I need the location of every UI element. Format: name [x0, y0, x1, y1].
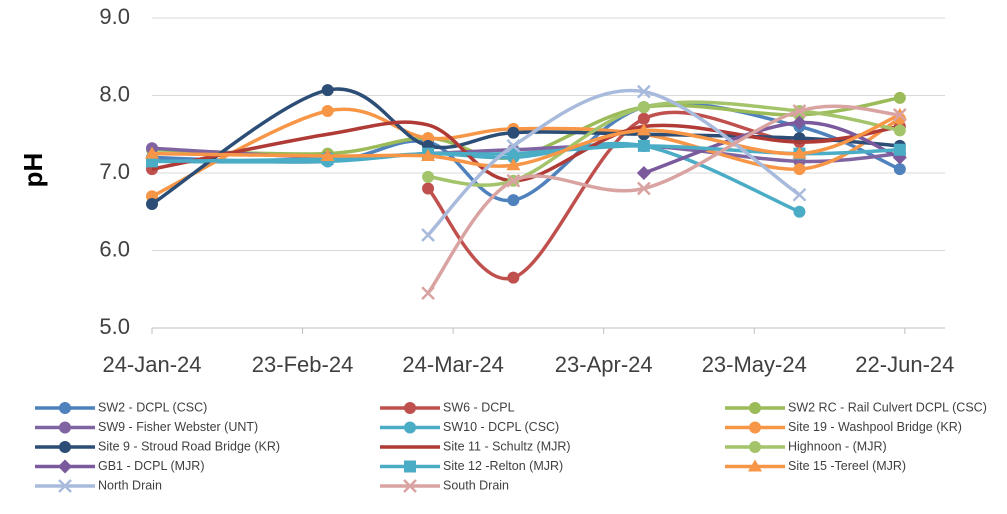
legend-marker — [404, 402, 416, 414]
legend-label: SW9 - Fisher Webster (UNT) — [98, 420, 258, 434]
y-tick-label: 5.0 — [99, 314, 130, 339]
marker — [422, 182, 435, 195]
y-tick-label: 8.0 — [99, 81, 130, 106]
marker — [636, 181, 651, 196]
legend-marker — [748, 459, 762, 472]
marker — [893, 143, 906, 156]
series — [421, 104, 907, 301]
legend-label: South Drain — [443, 478, 509, 492]
marker — [421, 148, 436, 161]
x-tick-label: 24-Jan-24 — [102, 352, 201, 377]
legend-marker — [59, 441, 71, 453]
marker — [636, 123, 651, 136]
legend-label: SW10 - DCPL (CSC) — [443, 420, 559, 434]
legend-marker — [59, 402, 71, 414]
y-tick-label: 7.0 — [99, 159, 130, 184]
marker — [792, 115, 807, 130]
marker — [893, 163, 906, 176]
legend-marker — [749, 421, 761, 434]
y-axis-label: pH — [18, 153, 48, 188]
legend-marker — [403, 479, 417, 493]
legend-label: Highnoon - (MJR) — [788, 439, 887, 453]
marker — [506, 138, 521, 153]
series — [421, 84, 807, 242]
legend-label: SW2 RC - Rail Culvert DCPL (CSC) — [788, 400, 987, 414]
marker — [792, 187, 807, 202]
y-tick-label: 6.0 — [99, 236, 130, 261]
x-tick-label: 22-Jun-24 — [855, 352, 954, 377]
legend-marker — [58, 459, 72, 474]
legend-marker — [58, 479, 72, 493]
marker — [507, 126, 520, 139]
marker — [422, 170, 435, 183]
marker — [793, 163, 806, 176]
x-tick-label: 23-May-24 — [702, 352, 807, 377]
marker — [637, 101, 650, 114]
legend-label: SW2 - DCPL (CSC) — [98, 400, 207, 414]
marker — [792, 104, 807, 118]
legend-label: Site 12 -Relton (MJR) — [443, 459, 563, 473]
legend-label: Site 19 - Washpool Bridge (KR) — [788, 420, 962, 434]
marker — [636, 166, 651, 180]
x-tick-label: 23-Feb-24 — [252, 352, 354, 377]
marker — [145, 146, 159, 159]
marker — [792, 146, 807, 159]
marker — [321, 84, 334, 97]
marker — [421, 228, 435, 242]
marker — [793, 205, 806, 218]
legend-label: North Drain — [98, 478, 162, 492]
legend-label: Site 11 - Schultz (MJR) — [443, 439, 571, 453]
marker — [507, 194, 520, 207]
y-tick-label: 9.0 — [99, 4, 130, 29]
series-line — [151, 141, 801, 214]
marker — [506, 173, 521, 188]
marker — [636, 84, 651, 99]
x-tick-label: 24-Mar-24 — [402, 352, 503, 377]
series-line — [426, 88, 801, 237]
legend-marker — [404, 460, 416, 473]
marker — [421, 286, 435, 301]
marker — [637, 112, 650, 125]
marker — [507, 147, 520, 160]
legend-label: Site 15 -Tereel (MJR) — [788, 459, 906, 473]
legend-marker — [749, 402, 761, 414]
marker — [507, 271, 520, 284]
x-tick-label: 23-Apr-24 — [555, 352, 653, 377]
marker — [506, 158, 521, 171]
marker — [320, 148, 335, 161]
legend-label: Site 9 - Stroud Road Bridge (KR) — [98, 439, 280, 453]
legend-marker — [59, 421, 71, 434]
marker — [321, 105, 334, 117]
marker — [893, 91, 906, 104]
marker — [892, 107, 907, 122]
marker — [146, 198, 158, 210]
legend-label: GB1 - DCPL (MJR) — [98, 459, 205, 473]
legend-label: SW6 - DCPL — [443, 400, 515, 414]
marker — [637, 139, 650, 152]
marker — [893, 124, 906, 137]
legend-marker — [749, 441, 761, 453]
legend-marker — [404, 421, 416, 434]
